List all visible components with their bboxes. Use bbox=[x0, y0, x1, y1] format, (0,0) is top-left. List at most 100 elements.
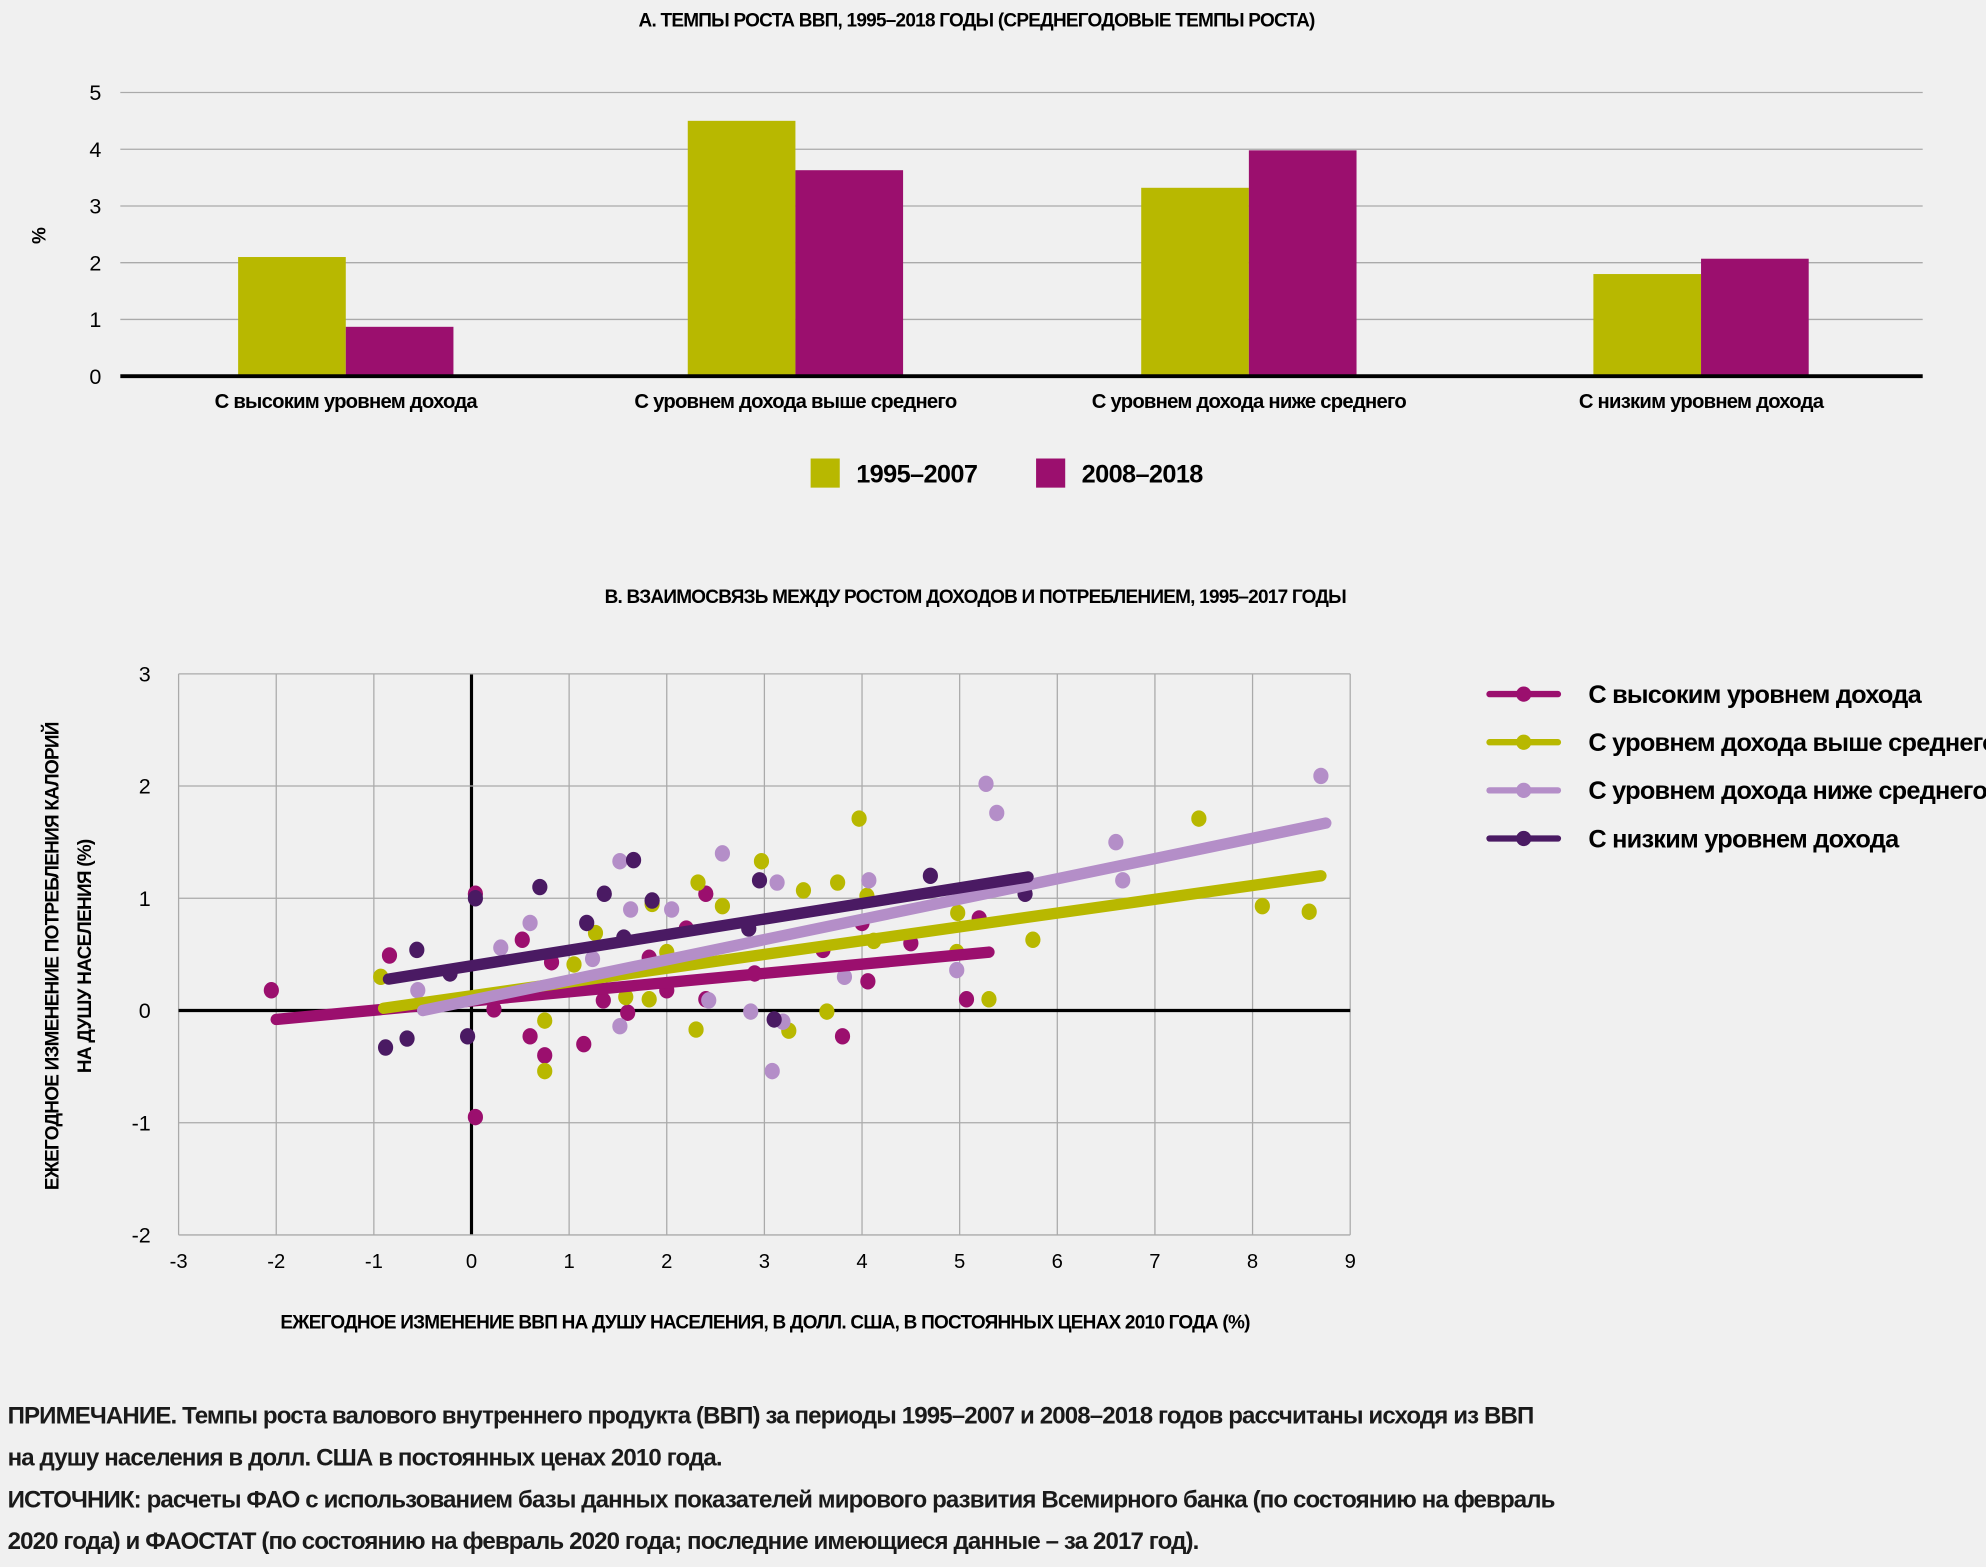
data-point bbox=[566, 956, 582, 973]
data-point bbox=[950, 904, 966, 922]
data-point bbox=[851, 810, 867, 827]
data-point bbox=[922, 867, 938, 885]
x-tick-label: 1 bbox=[563, 1251, 574, 1273]
data-point bbox=[399, 1030, 415, 1047]
data-point bbox=[641, 991, 657, 1008]
legend-label: С уровнем дохода ниже среднего bbox=[1588, 777, 1986, 805]
legend-marker bbox=[1516, 830, 1532, 847]
x-category-label: С уровнем дохода выше среднего bbox=[634, 391, 956, 413]
data-point bbox=[989, 804, 1005, 822]
data-point bbox=[409, 941, 425, 959]
data-point bbox=[459, 1028, 476, 1045]
data-point bbox=[1313, 767, 1329, 785]
legend-label: 2008–2018 bbox=[1082, 461, 1204, 489]
y-tick-label: 3 bbox=[89, 195, 101, 219]
x-tick-label: -1 bbox=[365, 1251, 383, 1273]
bar bbox=[1701, 258, 1809, 377]
note-line: на душу населения в долл. США в постоянн… bbox=[7, 1445, 723, 1472]
bar-y-axis-label: % bbox=[30, 227, 51, 244]
data-point bbox=[860, 973, 876, 990]
data-point bbox=[623, 901, 639, 918]
legend-marker bbox=[1516, 686, 1532, 702]
x-tick-label: 3 bbox=[759, 1251, 770, 1273]
data-point bbox=[467, 890, 483, 907]
data-point bbox=[830, 874, 846, 891]
data-point bbox=[467, 1108, 483, 1126]
scatter-y-axis-label-line1: ЕЖЕГОДНОЕ ИЗМЕНЕНИЕ ПОТРЕБЛЕНИЯ КАЛОРИЙ bbox=[41, 722, 63, 1190]
y-tick-label: 5 bbox=[89, 81, 101, 105]
y-tick-label: 4 bbox=[89, 138, 101, 162]
legend-swatch bbox=[810, 458, 840, 488]
x-tick-label: 9 bbox=[1345, 1251, 1356, 1273]
data-point bbox=[263, 982, 279, 999]
data-point bbox=[769, 874, 785, 891]
data-point bbox=[532, 878, 548, 896]
source-line: 2020 года) и ФАОСТАТ (по состоянию на фе… bbox=[7, 1528, 1200, 1556]
x-category-label: С высоким уровнем дохода bbox=[215, 391, 479, 413]
data-point bbox=[714, 845, 731, 862]
x-category-label: С низким уровнем дохода bbox=[1579, 391, 1825, 413]
x-tick-label: 7 bbox=[1149, 1251, 1160, 1273]
x-category-label: С уровнем дохода ниже среднего bbox=[1092, 391, 1407, 413]
data-point bbox=[1301, 903, 1317, 920]
y-tick-label: 2 bbox=[89, 251, 101, 275]
bar-chart-title: А. ТЕМПЫ РОСТА ВВП, 1995–2018 ГОДЫ (СРЕД… bbox=[639, 11, 1316, 32]
note-line: ПРИМЕЧАНИЕ. Темпы роста валового внутрен… bbox=[7, 1403, 1535, 1430]
data-point bbox=[861, 872, 877, 889]
data-point bbox=[795, 882, 812, 899]
data-point bbox=[493, 939, 509, 956]
data-point bbox=[522, 914, 538, 932]
data-point bbox=[1115, 872, 1131, 889]
legend-marker bbox=[1516, 782, 1532, 798]
legend-swatch bbox=[1036, 458, 1066, 488]
y-tick-label: 0 bbox=[89, 365, 101, 389]
data-point bbox=[612, 1017, 628, 1035]
y-tick-label: -2 bbox=[132, 1224, 151, 1248]
data-point bbox=[514, 931, 530, 949]
legend-marker bbox=[1516, 734, 1532, 750]
data-point bbox=[751, 872, 768, 889]
data-point bbox=[981, 991, 997, 1008]
data-point bbox=[584, 950, 601, 968]
x-tick-label: 4 bbox=[856, 1251, 867, 1273]
data-point bbox=[644, 892, 660, 909]
y-tick-label: 3 bbox=[139, 662, 151, 686]
trend-line bbox=[416, 817, 1332, 1017]
x-tick-label: 8 bbox=[1247, 1251, 1258, 1273]
data-point bbox=[1108, 833, 1124, 851]
data-point bbox=[690, 874, 706, 891]
x-tick-label: 0 bbox=[466, 1251, 477, 1273]
data-point bbox=[618, 988, 634, 1006]
data-point bbox=[766, 1011, 782, 1028]
data-point bbox=[595, 992, 611, 1009]
data-point bbox=[688, 1021, 704, 1038]
data-point bbox=[537, 1012, 553, 1029]
bar bbox=[238, 257, 346, 377]
data-point bbox=[836, 968, 853, 986]
data-point bbox=[978, 775, 994, 793]
data-point bbox=[1025, 931, 1041, 949]
data-point bbox=[579, 914, 595, 932]
bar-chart: 0 1 2 3 4 5 С высоким уровнем дохода С уровнем … bbox=[89, 81, 1923, 489]
data-point bbox=[612, 853, 628, 870]
data-point bbox=[714, 897, 731, 915]
legend-label: С уровнем дохода выше среднего bbox=[1588, 729, 1986, 757]
data-point bbox=[1254, 897, 1270, 915]
legend-label: С низким уровнем дохода bbox=[1588, 825, 1900, 853]
legend-label: 1995–2007 bbox=[856, 461, 977, 489]
data-point bbox=[949, 961, 965, 979]
x-tick-label: -3 bbox=[170, 1251, 188, 1273]
y-tick-label: 2 bbox=[139, 775, 151, 799]
source-line: ИСТОЧНИК: расчеты ФАО с использованием б… bbox=[7, 1486, 1556, 1514]
bar bbox=[687, 120, 796, 377]
notes: ПРИМЕЧАНИЕ. Темпы роста валового внутрен… bbox=[8, 1396, 1705, 1563]
data-point bbox=[834, 1028, 851, 1045]
bar bbox=[345, 326, 454, 377]
y-tick-label: 0 bbox=[139, 999, 151, 1023]
data-point bbox=[753, 853, 770, 870]
y-tick-label: 1 bbox=[139, 887, 151, 911]
bar bbox=[1248, 150, 1357, 377]
data-point bbox=[958, 991, 975, 1008]
y-tick-label: -1 bbox=[132, 1111, 151, 1135]
data-point bbox=[1191, 810, 1207, 827]
